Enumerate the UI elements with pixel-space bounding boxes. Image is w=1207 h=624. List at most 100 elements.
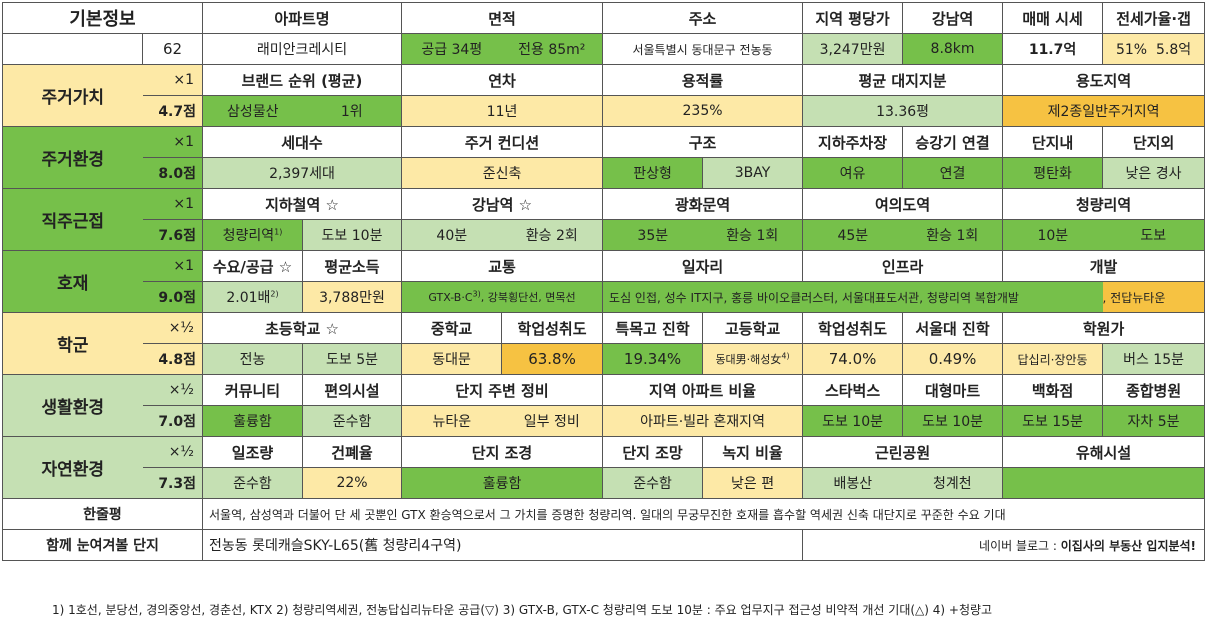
summary-text: 서울역, 삼성역과 더불어 단 세 곳뿐인 GTX 환승역으로서 그 가치를 증… (201, 498, 1206, 530)
header-middle-achv: 학업성취도 (501, 312, 604, 344)
middle-achv: 63.8% (501, 343, 604, 375)
header-academy: 학원가 (1002, 312, 1206, 344)
nature-score: 7.3점 (142, 467, 203, 499)
nature-multiplier: ×½ (142, 436, 203, 468)
apt-ratio: 아파트·빌라 혼재지역 (602, 405, 804, 437)
header-outer: 단지외 (1102, 126, 1206, 158)
development-label: 호재 (2, 250, 143, 313)
brand-rank: 1위 (302, 95, 403, 127)
header-apt-ratio: 지역 아파트 비율 (602, 374, 804, 406)
yeouido-transfer: 환승 1회 (902, 219, 1004, 251)
income: 3,788만원 (301, 281, 403, 313)
far: 235% (602, 95, 804, 127)
price-per-pyeong: 3,247만원 (802, 33, 904, 65)
header-supply-demand: 수요/공급 ☆ (202, 250, 303, 282)
header-park: 근린공원 (802, 436, 1004, 468)
supply-demand: 2.01배 (226, 290, 271, 306)
land-share: 13.36평 (802, 95, 1004, 127)
header-starbucks: 스타벅스 (802, 374, 904, 406)
living-multiplier: ×½ (142, 374, 203, 406)
hazard (1002, 467, 1206, 499)
department: 도보 15분 (1002, 405, 1104, 437)
station-footnote-mark: 1) (274, 227, 283, 237)
zoning: 제2종일반주거지역 (1002, 95, 1206, 127)
bcr: 22% (301, 467, 403, 499)
academy-bus: 버스 15분 (1102, 343, 1206, 375)
elementary-walk: 도보 5분 (301, 343, 403, 375)
hospital: 자차 5분 (1102, 405, 1206, 437)
header-green: 녹지 비율 (702, 436, 804, 468)
gwanghwamun-time: 35분 (602, 219, 703, 251)
gangnam-time: 40분 (401, 219, 502, 251)
blog-label: 네이버 블로그 : (979, 538, 1061, 553)
middle: 동대문 (401, 343, 503, 375)
header-households: 세대수 (201, 126, 403, 158)
green: 낮은 편 (702, 467, 804, 499)
convenience: 준수함 (301, 405, 403, 437)
living-label: 생활환경 (2, 374, 143, 437)
header-jobs: 일자리 (602, 250, 804, 282)
header-hospital: 종합병원 (1102, 374, 1206, 406)
header-price-per-pyeong: 지역 평당가 (802, 2, 904, 34)
gwanghwamun-transfer: 환승 1회 (702, 219, 804, 251)
header-surround: 단지 주변 정비 (401, 374, 604, 406)
header-special-hs: 특목고 진학 (602, 312, 704, 344)
nature-label: 자연환경 (2, 436, 143, 499)
transport-footnote-mark: 3) (472, 289, 481, 299)
header-parking: 지하주차장 (802, 126, 904, 158)
header-community: 커뮤니티 (202, 374, 303, 406)
header-yeouido: 여의도역 (802, 188, 1004, 220)
residential-value-multiplier: ×1 (142, 64, 203, 96)
outer: 낮은 경사 (1102, 157, 1206, 189)
starbucks: 도보 10분 (802, 405, 904, 437)
station-cell: 청량리역1) (202, 219, 303, 251)
header-snu: 서울대 진학 (902, 312, 1004, 344)
header-inner: 단지내 (1002, 126, 1104, 158)
age: 11년 (401, 95, 604, 127)
gangnam-transfer: 환승 2회 (501, 219, 604, 251)
area-exclusive: 전용 85m² (501, 33, 604, 65)
living-score: 7.0점 (142, 405, 203, 437)
school-multiplier: ×½ (142, 312, 203, 344)
jeonse-ratio: 51% (1115, 42, 1148, 58)
dev: , 전답뉴타운 (1102, 281, 1206, 313)
high-footnote-mark: 4) (781, 351, 790, 361)
header-elementary: 초등학교 ☆ (201, 312, 403, 344)
development-score: 9.0점 (142, 281, 203, 313)
address: 서울특별시 동대문구 전농동 (602, 33, 804, 65)
header-view: 단지 조망 (602, 436, 704, 468)
header-mart: 대형마트 (902, 374, 1004, 406)
structure-type: 판상형 (602, 157, 704, 189)
header-cheongnyangni: 청량리역 (1002, 188, 1206, 220)
area-supply: 공급 34평 (401, 33, 502, 65)
transport: GTX-B·C (428, 291, 473, 304)
surround-b: 일부 정비 (501, 405, 604, 437)
header-bcr: 건폐율 (301, 436, 403, 468)
school-score: 4.8점 (142, 343, 203, 375)
header-elevator: 승강기 연결 (902, 126, 1004, 158)
community: 훌륭함 (202, 405, 303, 437)
residential-env-label: 주거환경 (2, 126, 143, 189)
jeonse-gap: 5.8억 (1155, 42, 1192, 58)
header-station: 지하철역 ☆ (201, 188, 403, 220)
apartment-analysis-table: 기본정보 아파트명 면적 주소 지역 평당가 강남역 매매 시세 전세가율·갭 … (2, 2, 1206, 561)
header-sale-price: 매매 시세 (1002, 2, 1104, 34)
school-label: 학군 (2, 312, 143, 375)
header-middle: 중학교 (401, 312, 503, 344)
commute-multiplier: ×1 (142, 188, 203, 220)
header-infra: 인프라 (802, 250, 1004, 282)
apt-number: 62 (142, 33, 203, 65)
condition: 준신축 (401, 157, 604, 189)
supply-demand-cell: 2.01배2) (202, 281, 303, 313)
residential-env-score: 8.0점 (142, 157, 203, 189)
summary-label: 한줄평 (2, 498, 203, 530)
header-department: 백화점 (1002, 374, 1104, 406)
compare-label: 함께 눈여겨볼 단지 (2, 529, 203, 561)
brand: 삼성물산 (202, 95, 303, 127)
gangnam-distance: 8.8km (902, 33, 1004, 65)
surround-a: 뉴타운 (401, 405, 502, 437)
parking: 여유 (802, 157, 904, 189)
header-convenience: 편의시설 (301, 374, 403, 406)
header-income: 평균소득 (301, 250, 403, 282)
header-high: 고등학교 (702, 312, 804, 344)
